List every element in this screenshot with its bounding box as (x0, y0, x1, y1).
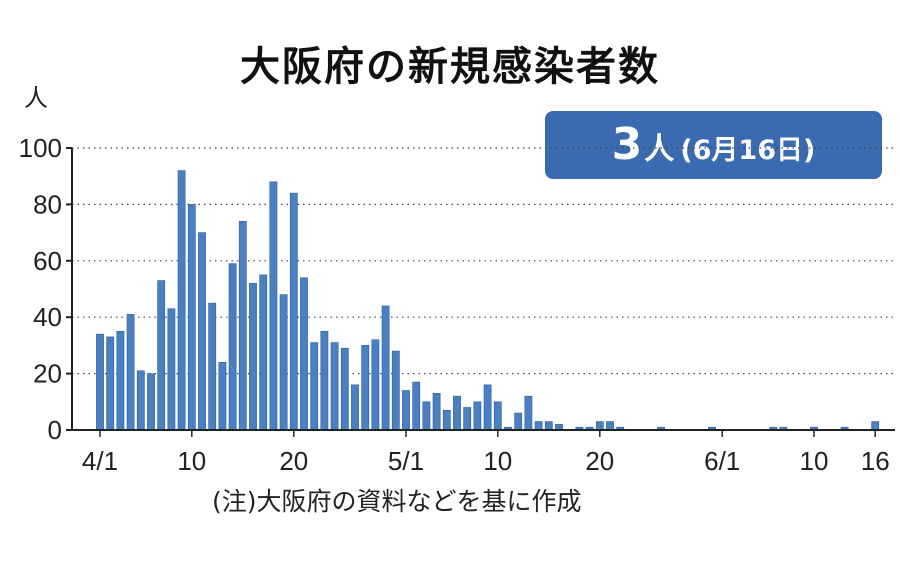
x-tick-labels: 4/1 10 20 5/1 10 20 6/1 10 16 (82, 446, 890, 476)
x-tick-label: 16 (861, 446, 890, 476)
bar-10 (187, 204, 196, 431)
y-tick-label: 60 (33, 246, 62, 276)
bar-16 (249, 283, 257, 431)
bar-21 (300, 277, 308, 431)
bar-26 (351, 384, 359, 431)
latest-count-value: 3 (611, 119, 643, 170)
bar-13 (218, 362, 227, 431)
y-tick-label: 80 (33, 189, 62, 219)
bar-31 (402, 390, 410, 431)
bar-1 (96, 333, 104, 431)
bar-35 (442, 409, 451, 431)
bar-51 (606, 421, 614, 431)
bar-7 (157, 280, 166, 431)
bar-27 (361, 345, 370, 431)
bar-2 (106, 336, 115, 431)
bar-17 (259, 274, 268, 431)
x-tick-label: 4/1 (82, 446, 118, 476)
bar-3 (116, 330, 125, 431)
bar-34 (432, 393, 441, 431)
bar-18 (269, 181, 278, 431)
chart-title: 大阪府の新規感染者数 (240, 44, 660, 90)
bar-33 (422, 401, 431, 431)
bar-15 (238, 221, 247, 431)
bar-36 (453, 395, 461, 431)
bar-30 (391, 350, 400, 431)
bar-6 (147, 373, 155, 431)
y-tick-label: 40 (33, 302, 62, 332)
bar-19 (279, 294, 288, 431)
y-tick-label: 100 (19, 133, 62, 163)
x-tick-label: 10 (483, 446, 512, 476)
bar-8 (167, 308, 176, 431)
bar-11 (198, 232, 206, 431)
axes (66, 147, 895, 437)
x-tick-label: 6/1 (704, 446, 740, 476)
y-tick-label: 20 (33, 359, 62, 389)
bar-45 (544, 421, 553, 431)
bars (96, 170, 880, 431)
bar-28 (371, 339, 380, 431)
bar-5 (136, 370, 145, 431)
latest-count-date: (6月16日) (680, 135, 816, 166)
source-note: (注)大阪府の資料などを基に作成 (212, 487, 582, 516)
latest-count-unit: 人 (644, 132, 675, 167)
bar-20 (289, 192, 298, 431)
bar-43 (524, 395, 533, 431)
bar-23 (320, 330, 329, 431)
bar-42 (514, 412, 523, 431)
bar-12 (208, 302, 217, 431)
bar-77 (871, 421, 880, 431)
x-tick-label: 20 (279, 446, 308, 476)
bar-39 (483, 384, 492, 431)
bar-38 (473, 401, 482, 431)
bar-9 (177, 170, 186, 431)
bar-4 (126, 314, 135, 431)
x-tick-label: 10 (800, 446, 829, 476)
bar-14 (228, 263, 237, 431)
bar-25 (340, 347, 349, 431)
y-axis-unit: 人 (24, 84, 48, 112)
bar-22 (310, 342, 319, 431)
bar-37 (463, 407, 472, 431)
bar-44 (534, 421, 543, 431)
y-tick-label: 0 (48, 415, 62, 445)
latest-count-badge: 3 人 (6月16日) (545, 111, 882, 179)
bar-50 (595, 421, 604, 431)
bar-32 (412, 381, 421, 431)
x-tick-label: 5/1 (388, 446, 424, 476)
y-tick-labels: 0 20 40 60 80 100 (19, 133, 62, 445)
bar-29 (381, 305, 390, 431)
x-tick-label: 10 (177, 446, 206, 476)
bar-40 (493, 401, 502, 431)
x-tick-label: 20 (585, 446, 614, 476)
bar-24 (330, 342, 339, 431)
